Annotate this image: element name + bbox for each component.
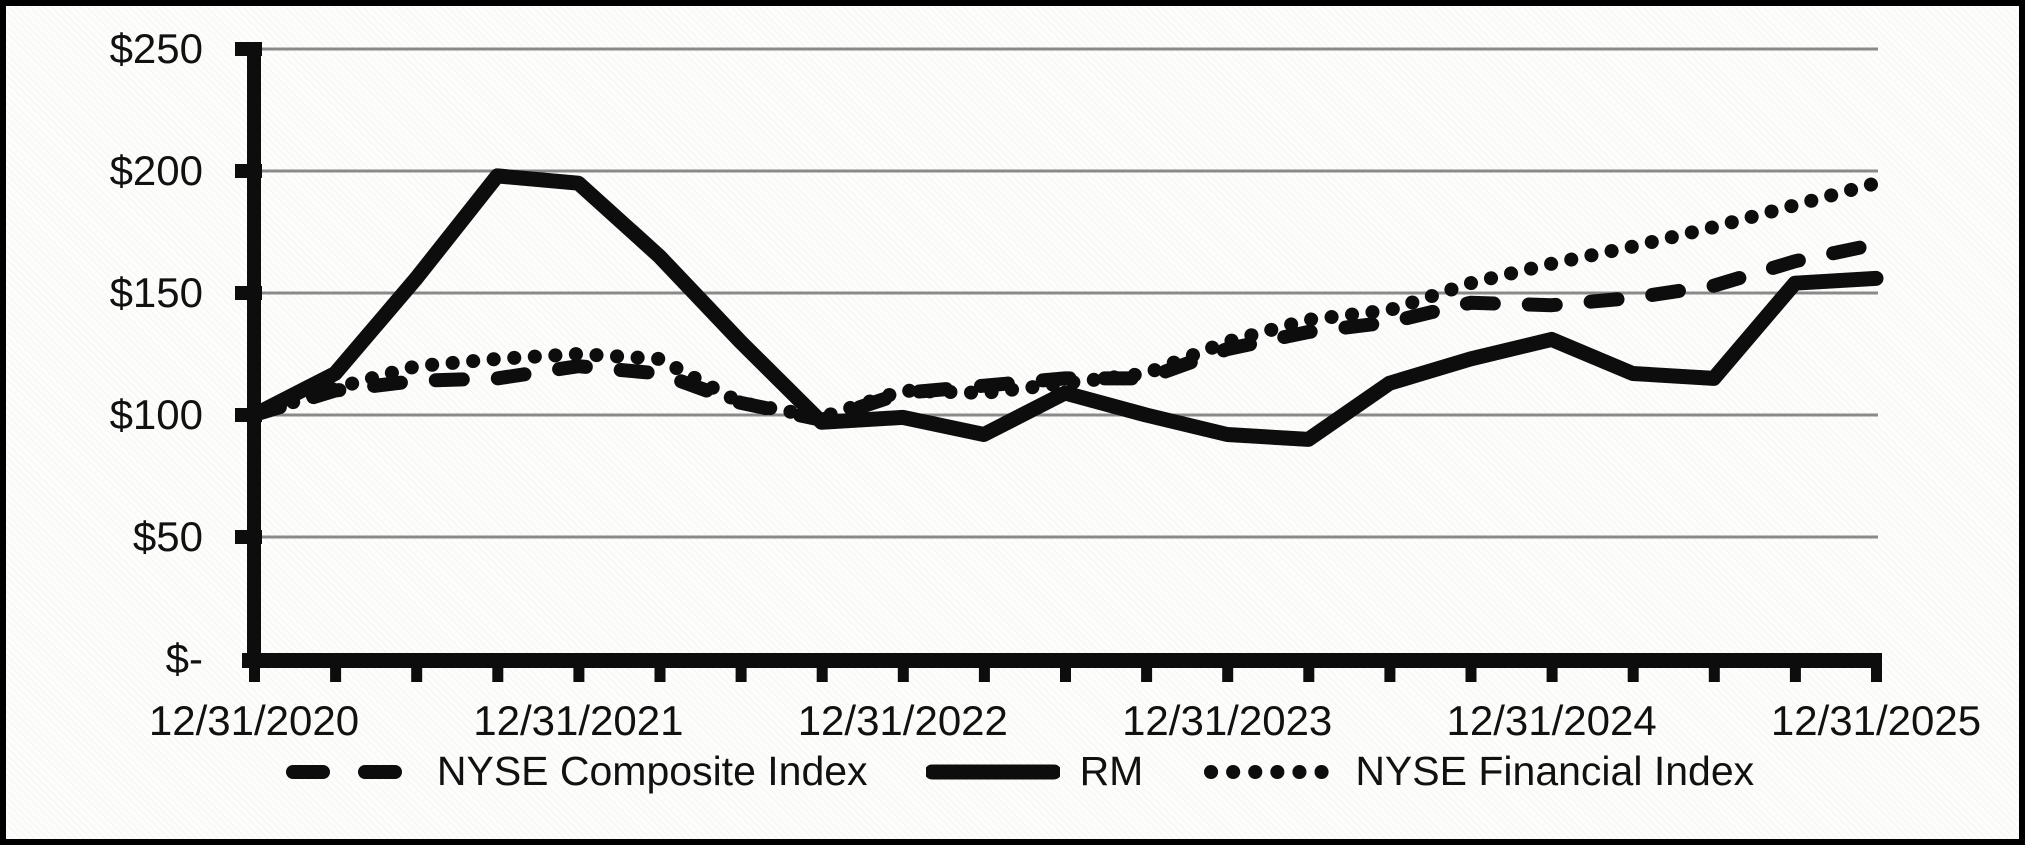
x-axis-tick xyxy=(411,656,423,682)
y-axis-label: $150 xyxy=(110,269,203,316)
performance-line-chart: $- $50 $100 $150 $200 $250 12/31/2020 12/31/202… xyxy=(110,25,1982,744)
y-axis-tick xyxy=(235,286,262,300)
y-axis-tick xyxy=(235,530,262,544)
x-axis-tick xyxy=(1222,656,1234,682)
legend-label: RM xyxy=(1079,748,1144,794)
x-axis-tick xyxy=(1384,656,1396,682)
x-axis-label: 12/31/2022 xyxy=(798,697,1008,744)
y-axis-label: $250 xyxy=(110,25,203,72)
x-axis-tick xyxy=(978,656,990,682)
x-axis-tick xyxy=(654,656,666,682)
x-axis-tick xyxy=(1303,656,1315,682)
x-axis-tick xyxy=(1060,656,1071,682)
dashed-line-sample-icon xyxy=(285,764,416,779)
x-axis-tick xyxy=(573,656,585,682)
legend-label: NYSE Financial Index xyxy=(1355,748,1755,794)
x-axis-tick xyxy=(897,656,909,682)
series-line-nyse-composite-index xyxy=(247,237,1883,427)
series-line-nyse-financial-index xyxy=(247,176,1883,425)
y-axis-tick xyxy=(235,42,262,56)
x-axis-tick xyxy=(1627,656,1639,682)
x-axis-tick xyxy=(1789,656,1801,682)
y-axis-tick xyxy=(235,164,262,178)
y-axis-label: $- xyxy=(166,635,203,682)
y-axis-label: $100 xyxy=(110,391,203,438)
y-axis-label: $50 xyxy=(133,513,203,560)
x-axis-tick xyxy=(492,656,504,682)
x-axis-tick xyxy=(330,656,342,682)
x-axis-label: 12/31/2024 xyxy=(1446,697,1656,744)
x-axis-tick xyxy=(1708,656,1720,682)
x-axis-tick xyxy=(249,656,260,682)
y-axis-line xyxy=(247,42,261,668)
x-axis-tick xyxy=(1546,656,1558,682)
legend-item-nyse-composite-index: NYSE Composite Index xyxy=(283,748,868,795)
x-axis-tick xyxy=(1141,656,1153,682)
x-axis-label: 12/31/2023 xyxy=(1122,697,1332,744)
x-axis-label: 12/31/2020 xyxy=(149,697,359,744)
x-axis-label: 12/31/2025 xyxy=(1771,697,1981,744)
x-axis-tick xyxy=(816,656,828,682)
x-axis-tick xyxy=(1465,656,1477,682)
x-axis-label: 12/31/2021 xyxy=(473,697,683,744)
legend-item-nyse-financial-index: NYSE Financial Index xyxy=(1201,748,1754,795)
legend-label: NYSE Composite Index xyxy=(436,748,868,794)
dotted-line-sample-icon xyxy=(1204,764,1335,779)
legend-item-rm: RM xyxy=(925,748,1144,795)
x-axis-tick xyxy=(1871,656,1882,682)
solid-line-sample-icon xyxy=(925,764,1060,779)
series-line-rm xyxy=(246,168,1884,447)
y-axis-label: $200 xyxy=(110,147,203,194)
chart-legend: NYSE Composite Index RM NYSE Financial I… xyxy=(6,748,2019,795)
x-axis-tick xyxy=(735,656,747,682)
